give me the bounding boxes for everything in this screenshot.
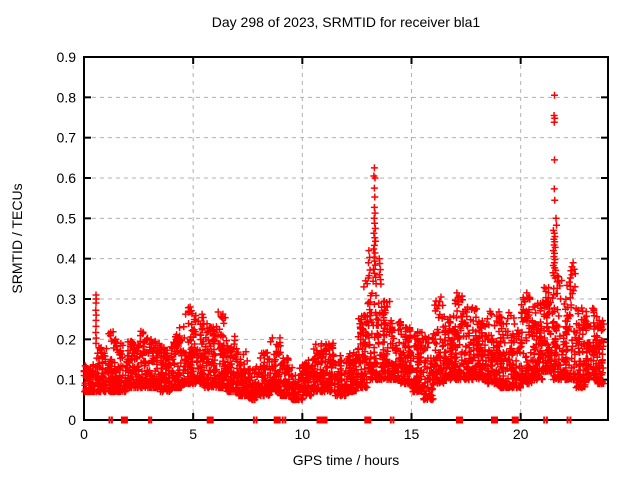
gap-flag-marker <box>511 416 519 424</box>
y-tick-label: 0.6 <box>57 170 77 186</box>
gap-flag-marker <box>389 416 392 424</box>
gap-flag-marker <box>316 416 328 424</box>
x-tick-label: 0 <box>80 426 88 442</box>
y-tick-label: 0.1 <box>57 372 77 388</box>
gap-flag-marker <box>273 416 281 424</box>
gap-flag-marker <box>456 416 463 424</box>
x-tick-label: 20 <box>513 426 529 442</box>
gap-flag-marker <box>566 416 569 424</box>
scatter-points <box>80 91 608 404</box>
x-tick-label: 15 <box>404 426 420 442</box>
gap-flag-marker <box>150 416 153 424</box>
y-tick-label: 0.2 <box>57 331 77 347</box>
gap-flag-marker <box>543 416 546 424</box>
gap-flag-marker <box>281 416 284 424</box>
gap-flag-marker <box>255 416 258 424</box>
gap-flag-marker <box>110 416 113 424</box>
x-tick-label: 10 <box>295 426 311 442</box>
gap-flag-marker <box>206 416 214 424</box>
y-tick-label: 0.5 <box>57 210 77 226</box>
gap-flag-marker <box>545 416 548 424</box>
x-tick-label: 5 <box>189 426 197 442</box>
gap-flag-marker <box>569 416 572 424</box>
plot-border <box>83 56 609 421</box>
y-tick-label: 0 <box>68 412 76 428</box>
gap-flag-marker <box>148 416 151 424</box>
x-axis-label: GPS time / hours <box>292 452 400 468</box>
gap-flag-marker <box>284 416 287 424</box>
y-tick-label: 0.8 <box>57 89 77 105</box>
y-tick-label: 0.4 <box>57 251 77 267</box>
y-tick-label: 0.9 <box>57 49 77 65</box>
gap-flag-marker <box>108 416 111 424</box>
gap-flag-marker <box>120 416 128 424</box>
gap-flag-marker <box>491 416 498 424</box>
gap-flag-marker <box>252 416 255 424</box>
chart-title: Day 298 of 2023, SRMTID for receiver bla… <box>211 14 481 30</box>
gap-flag-marker <box>392 416 395 424</box>
y-tick-label: 0.3 <box>57 291 77 307</box>
gap-flag-marker <box>364 416 372 424</box>
y-tick-label: 0.7 <box>57 130 77 146</box>
